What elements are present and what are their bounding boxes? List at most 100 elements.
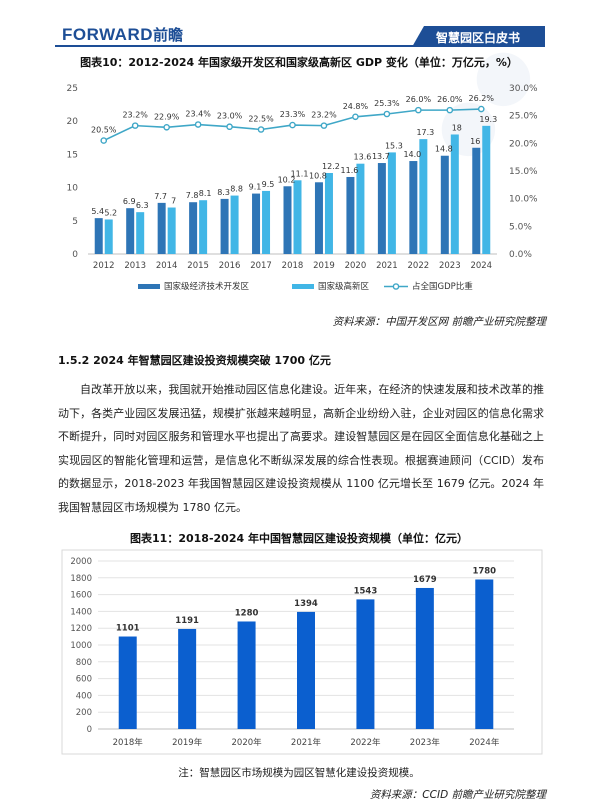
bar-hitech-label: 6.3: [136, 201, 149, 210]
x-tick-label: 2020: [345, 261, 367, 271]
bar-hitech: [230, 195, 239, 254]
bar-dev-zone: [126, 208, 135, 254]
bar-dev-zone-label: 16: [470, 137, 480, 146]
section-paragraph: 自改革开放以来，我国就开始推动园区信息化建设。近年来，在经济的快速发展和技术改革…: [58, 383, 544, 514]
ratio-point: [100, 137, 108, 144]
bar-dev-zone: [314, 182, 323, 254]
legend-swatch-dev-zone: [138, 284, 160, 289]
bar-hitech-label: 12.2: [322, 162, 340, 171]
bar-dev-zone-label: 10.8: [309, 171, 327, 180]
bar-hitech: [450, 134, 459, 254]
bar-dev-zone: [377, 163, 386, 254]
y-tick-label: 1200: [70, 624, 92, 634]
y-tick-label: 15: [67, 150, 78, 160]
investment-bar-label: 1543: [354, 586, 378, 596]
figure10-caption: 图表10：2012-2024 年国家级开发区和国家级高新区 GDP 变化（单位：…: [80, 56, 518, 69]
bar-hitech-label: 8.1: [199, 189, 212, 198]
x-tick-label: 2018: [282, 261, 304, 271]
figure10-chart: 0 5 10 15 20 25 0.0% 5.0% 10.0% 15.0% 20.0% 25.0% 30…: [67, 84, 538, 292]
y-tick-label: 2000: [70, 557, 92, 567]
ratio-point: [226, 123, 233, 131]
x-tick-label: 2023: [439, 261, 461, 271]
bar-hitech: [199, 200, 208, 254]
legend-label-ratio: 占全国GDP比重: [412, 281, 473, 292]
page-header: FORWARD前瞻 智慧园区白皮书: [0, 0, 598, 48]
bar-dev-zone: [283, 186, 292, 254]
y2-tick-label: 0.0%: [509, 250, 532, 260]
bar-dev-zone: [94, 218, 103, 254]
bar-hitech-label: 13.6: [354, 153, 372, 162]
bar-dev-zone: [440, 155, 449, 254]
legend-label-hitech: 国家级高新区: [318, 281, 370, 292]
bar-hitech-label: 11.1: [291, 169, 309, 178]
bar-hitech-label: 5.2: [104, 208, 117, 217]
investment-bar-label: 1394: [294, 599, 318, 609]
bar-hitech: [482, 125, 491, 255]
ratio-label: 23.2%: [311, 111, 337, 120]
bar-hitech: [387, 152, 396, 254]
bar-hitech: [104, 219, 113, 254]
ratio-label: 23.4%: [185, 110, 211, 119]
header-divider: [55, 45, 545, 47]
x-tick-label: 2022年: [350, 737, 381, 748]
bar-dev-zone: [409, 161, 418, 254]
y-tick-label: 800: [76, 658, 92, 668]
bar-dev-zone-label: 10.2: [278, 175, 296, 184]
investment-bar: [118, 636, 137, 729]
ratio-point: [383, 110, 391, 118]
x-tick-label: 2024: [470, 261, 492, 271]
bar-dev-zone: [252, 193, 261, 254]
x-tick-label: 2021年: [291, 737, 322, 748]
y-tick-label: 20: [67, 117, 79, 127]
bar-dev-zone-label: 9.1: [249, 183, 262, 192]
ratio-point: [257, 126, 265, 133]
x-tick-label: 2012: [93, 261, 115, 271]
x-tick-label: 2024年: [469, 737, 500, 748]
figure11-source: 资料来源：CCID 前瞻产业研究院整理: [369, 789, 546, 801]
bar-dev-zone: [189, 202, 198, 254]
bar-hitech: [324, 172, 333, 254]
x-tick-label: 2015: [187, 261, 209, 271]
y-tick-label: 10: [67, 184, 79, 194]
bar-hitech-label: 18: [452, 123, 462, 132]
x-tick-label: 2019: [313, 261, 335, 271]
x-tick-label: 2023年: [410, 737, 441, 748]
ratio-point: [352, 113, 359, 121]
bar-dev-zone-label: 7.8: [186, 191, 199, 200]
ratio-point: [289, 121, 296, 129]
logo-en: FORWARD: [62, 25, 154, 44]
x-tick-label: 2020年: [232, 737, 263, 748]
bar-hitech-label: 8.8: [230, 185, 243, 194]
x-tick-label: 2018年: [113, 737, 144, 748]
chart-frame: [61, 549, 543, 755]
ratio-point: [477, 105, 485, 113]
investment-bar-label: 1780: [472, 566, 496, 576]
bar-dev-zone-label: 7.7: [154, 192, 167, 201]
bar-dev-zone-label: 14.8: [435, 145, 453, 154]
header-badge-label: 智慧园区白皮书: [436, 31, 521, 45]
investment-bar: [237, 621, 256, 729]
figure11-chart: 0 200 400 600 800 1000 1200 1400 1600 1800 2000 110…: [61, 549, 543, 755]
investment-bar-label: 1280: [235, 608, 259, 618]
ratio-point: [194, 121, 202, 128]
x-tick-label: 2014: [156, 261, 178, 271]
bar-hitech-label: 17.3: [416, 128, 434, 137]
header-badge: 智慧园区白皮书: [412, 26, 545, 47]
bar-dev-zone-label: 8.3: [217, 188, 230, 197]
bar-dev-zone-label: 11.6: [341, 166, 359, 175]
legend-label-dev-zone: 国家级经济技术开发区: [164, 281, 250, 292]
bar-dev-zone-label: 13.7: [372, 152, 390, 161]
y-tick-label: 1000: [70, 641, 92, 651]
y-tick-label: 200: [76, 708, 92, 718]
bar-hitech: [356, 163, 365, 254]
bar-dev-zone: [346, 176, 355, 254]
legend-marker-ratio: [392, 283, 400, 290]
logo-cn: 前瞻: [153, 26, 184, 44]
bar-hitech: [419, 139, 428, 254]
bar-hitech: [293, 180, 302, 254]
y-tick-label: 25: [67, 84, 78, 94]
y-tick-label: 1800: [70, 574, 92, 584]
ratio-label: 22.9%: [154, 112, 180, 121]
y2-tick-label: 5.0%: [509, 222, 532, 232]
bar-hitech: [167, 207, 176, 254]
